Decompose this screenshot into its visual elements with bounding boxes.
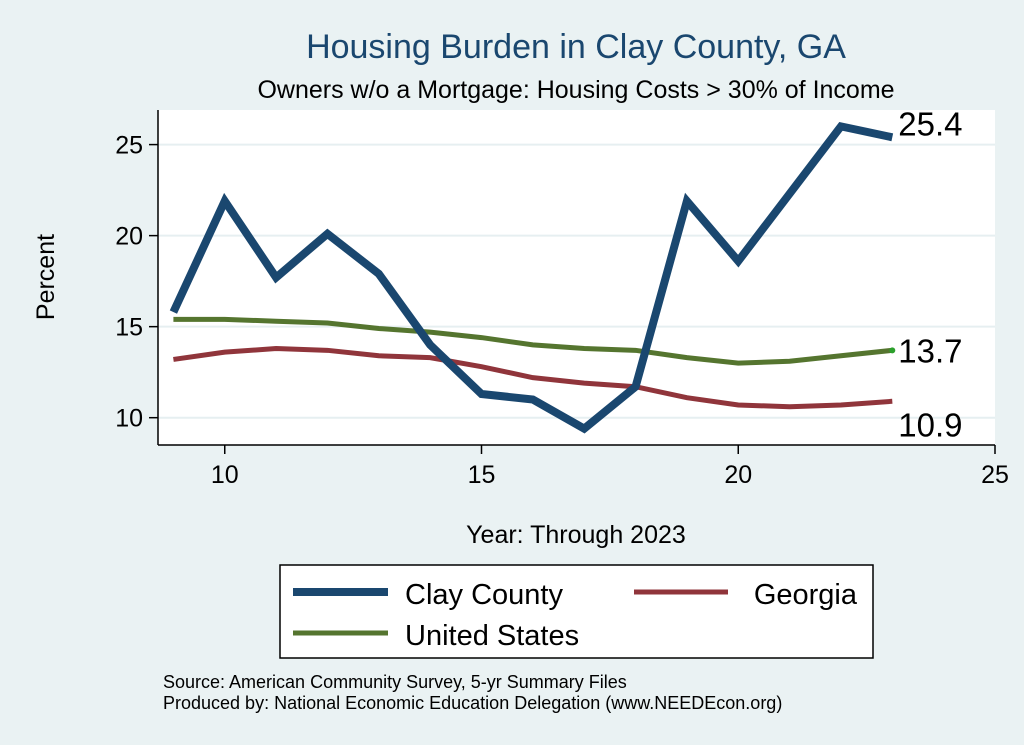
end-labels: 25.4 10.9 13.7 xyxy=(898,105,962,443)
legend-label-clay-county: Clay County xyxy=(405,579,563,611)
x-tick-label: 10 xyxy=(211,461,239,489)
source-note: Source: American Community Survey, 5-yr … xyxy=(163,672,627,692)
x-tick-label: 15 xyxy=(468,461,496,489)
x-axis-title: Year: Through 2023 xyxy=(466,521,686,549)
legend-label-georgia: Georgia xyxy=(754,579,858,611)
series-lines xyxy=(169,121,896,434)
axes: 10 15 20 25 10 15 20 25 xyxy=(115,110,1009,489)
y-tick-label: 20 xyxy=(115,223,143,251)
x-tick-label: 20 xyxy=(724,461,752,489)
legend-label-united-states: United States xyxy=(405,620,579,652)
y-axis-title: Percent xyxy=(32,234,60,320)
x-tick-label: 25 xyxy=(981,461,1009,489)
produced-note: Produced by: National Economic Education… xyxy=(163,693,782,713)
legend: Clay County Georgia United States xyxy=(279,564,874,659)
y-tick-label: 15 xyxy=(115,314,143,342)
y-tick-label: 25 xyxy=(115,132,143,160)
us-end-marker xyxy=(889,347,896,354)
end-label-united-states: 13.7 xyxy=(898,332,962,369)
grid-lines xyxy=(158,143,995,419)
end-label-georgia: 10.9 xyxy=(898,406,962,443)
legend-box xyxy=(279,564,874,659)
end-label-clay-county: 25.4 xyxy=(898,105,962,142)
series-line-georgia xyxy=(173,346,893,410)
series-line-clay-county xyxy=(169,121,894,434)
chart-title: Housing Burden in Clay County, GA xyxy=(306,28,846,66)
plot-area xyxy=(158,110,995,445)
y-tick-label: 10 xyxy=(115,405,143,433)
series-line-united-states xyxy=(173,316,893,366)
chart-subtitle: Owners w/o a Mortgage: Housing Costs > 3… xyxy=(257,76,894,104)
